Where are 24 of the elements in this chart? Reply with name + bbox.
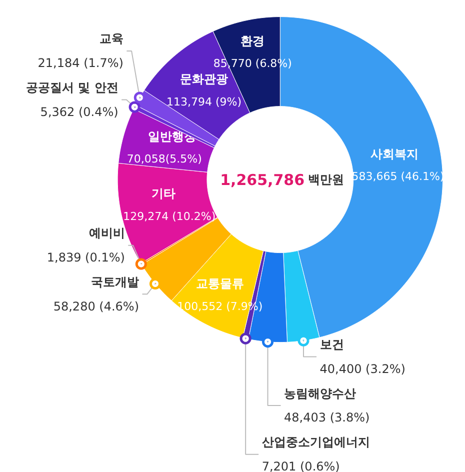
data-label: 48,403 (3.8%) bbox=[284, 410, 370, 425]
slice-label: 교육 bbox=[99, 32, 124, 46]
slice-label: 기타 bbox=[151, 186, 176, 201]
text: 1,265,786 bbox=[220, 171, 305, 190]
data-label: 1,839 (0.1%) bbox=[46, 250, 125, 265]
slice-label: 국토개발 bbox=[90, 274, 139, 289]
legend-label: 보건 bbox=[320, 338, 344, 352]
data-label: 58,280 (4.6%) bbox=[53, 299, 139, 314]
slice-label: 사회복지 bbox=[370, 146, 419, 161]
slice-label: 공공질서 및 안전 bbox=[26, 80, 118, 95]
data-label: 40,400 (3.2%) bbox=[320, 362, 406, 376]
slice-label: 농림해양수산 bbox=[284, 386, 356, 400]
data-label: 21,184 (1.7%) bbox=[38, 56, 124, 70]
data-label: 113,794 (9%) bbox=[166, 95, 242, 108]
data-label: 5,362 (0.4%) bbox=[40, 104, 118, 119]
slice-label: 교통물류 bbox=[196, 276, 244, 291]
text: 백만원 bbox=[308, 172, 344, 187]
slice-label: 환경 bbox=[240, 34, 265, 48]
slice-label: 문화관광 bbox=[180, 72, 228, 86]
data-label: 70,058(5.5%) bbox=[126, 152, 202, 166]
data-label: 129,274 (10.2%) bbox=[123, 210, 216, 224]
data-label: 7,201 (0.6%) bbox=[262, 460, 340, 472]
slice-label: 산업중소기업에너지 bbox=[262, 435, 370, 450]
slice-label: 예비비 bbox=[88, 226, 125, 240]
